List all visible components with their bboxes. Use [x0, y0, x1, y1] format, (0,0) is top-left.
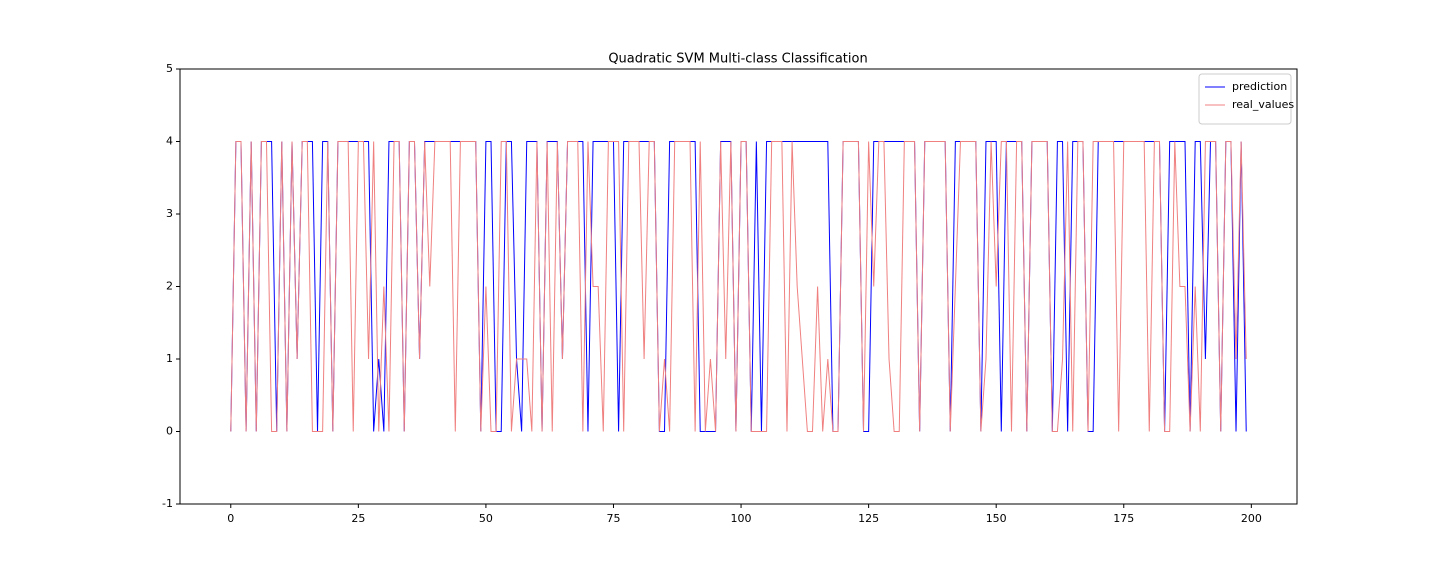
x-tick-label: 0 [227, 512, 234, 525]
x-tick-label: 150 [986, 512, 1007, 525]
y-tick-label: 1 [166, 352, 173, 365]
y-tick-label: 5 [166, 62, 173, 75]
y-tick-label: 3 [166, 207, 173, 220]
x-tick-label: 75 [606, 512, 620, 525]
y-tick-label: -1 [162, 497, 173, 510]
legend: prediction real_values [1198, 73, 1294, 125]
y-tick-label: 2 [166, 280, 173, 293]
x-tick-label: 200 [1241, 512, 1262, 525]
x-tick-label: 125 [858, 512, 879, 525]
x-tick-label: 25 [351, 512, 365, 525]
chart-title: Quadratic SVM Multi-class Classification [608, 52, 867, 67]
x-tick-label: 175 [1113, 512, 1134, 525]
x-tick-label: 100 [731, 512, 752, 525]
axes-frame [179, 68, 1298, 505]
x-tick-label: 50 [479, 512, 493, 525]
legend-label: prediction [1232, 80, 1287, 93]
legend-label: real_values [1232, 98, 1294, 111]
y-tick-label: 4 [166, 135, 173, 148]
y-tick-label: 0 [166, 425, 173, 438]
line-series [230, 141, 1247, 432]
